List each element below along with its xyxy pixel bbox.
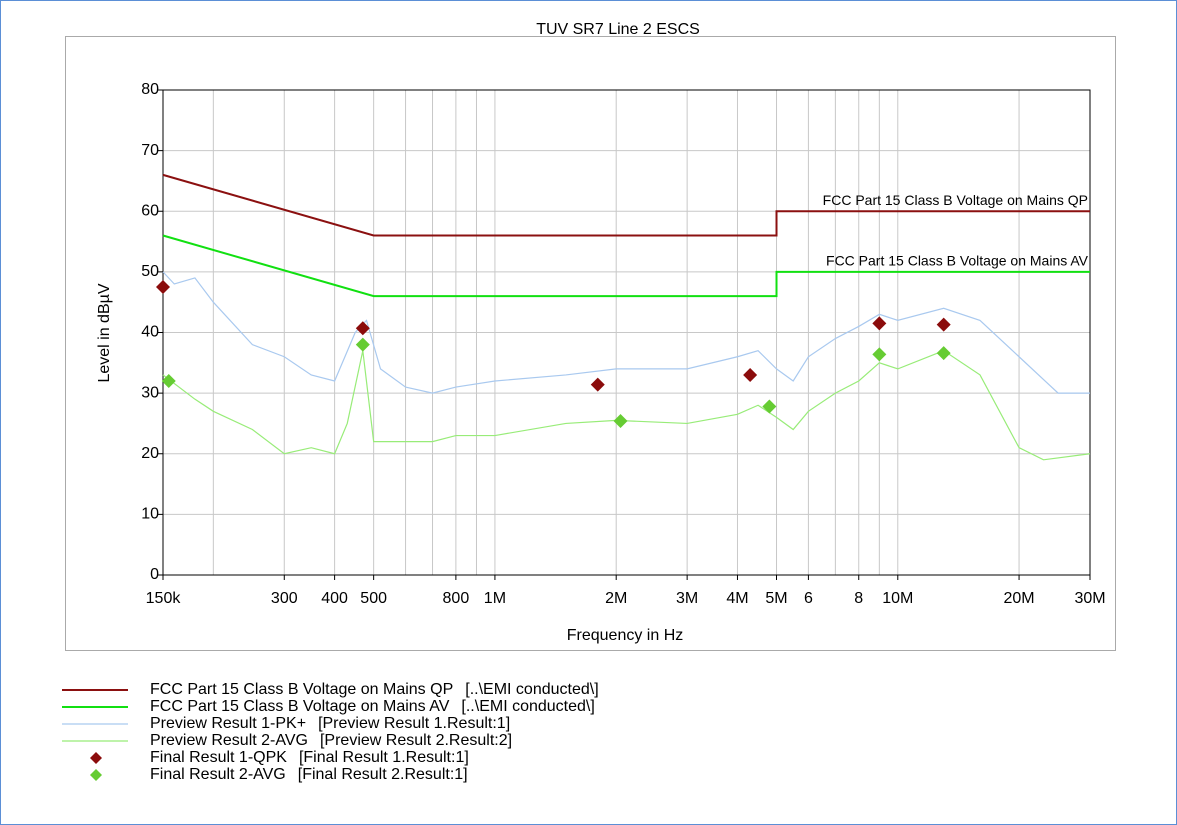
x-tick-label: 30M	[1074, 590, 1105, 607]
y-tick-label: 60	[141, 202, 159, 219]
x-tick-label: 8	[854, 590, 863, 607]
plot-frame	[162, 89, 1091, 576]
x-tick-label: 300	[271, 590, 298, 607]
chart-title: TUV SR7 Line 2 ESCS	[536, 21, 700, 38]
x-tick-label: 6	[804, 590, 813, 607]
legend-label: Preview Result 1-PK+	[150, 715, 306, 732]
y-tick-label: 40	[141, 324, 159, 341]
legend-source: [..\EMI conducted\]	[461, 698, 594, 715]
y-tick-label: 10	[141, 506, 159, 523]
legend-source: [Preview Result 1.Result:1]	[318, 715, 510, 732]
marker	[743, 367, 758, 382]
marker	[872, 316, 887, 331]
y-axis-label: Level in dBµV	[96, 283, 113, 382]
legend-marker	[90, 752, 102, 764]
marker	[936, 317, 951, 332]
x-axis-label: Frequency in Hz	[567, 627, 684, 644]
x-tick-label: 500	[360, 590, 387, 607]
x-tick-label: 1M	[484, 590, 506, 607]
y-tick-label: 20	[141, 445, 159, 462]
marker	[762, 399, 777, 414]
x-tick-label: 400	[321, 590, 348, 607]
legend-label: FCC Part 15 Class B Voltage on Mains QP	[150, 681, 453, 698]
x-tick-label: 10M	[882, 590, 913, 607]
marker	[590, 377, 605, 392]
y-tick-label: 80	[141, 81, 159, 98]
series-line	[162, 234, 1090, 298]
legend-label: Final Result 1-QPK	[150, 749, 287, 766]
x-tick-label: 150k	[146, 590, 182, 607]
series-line	[162, 271, 1090, 394]
y-tick-label: 70	[141, 142, 159, 159]
legend-source: [Final Result 2.Result:1]	[298, 766, 468, 783]
x-tick-label: 5M	[765, 590, 787, 607]
y-tick-label: 50	[141, 263, 159, 280]
marker	[161, 374, 176, 388]
legend-marker	[90, 769, 102, 781]
legend-source: [Final Result 1.Result:1]	[299, 749, 469, 766]
line-label: FCC Part 15 Class B Voltage on Mains AV	[826, 253, 1089, 269]
x-tick-label: 4M	[726, 590, 748, 607]
legend-label: Preview Result 2-AVG	[150, 732, 308, 749]
legend-label: Final Result 2-AVG	[150, 766, 286, 783]
series-line	[162, 173, 1090, 237]
x-tick-label: 3M	[676, 590, 698, 607]
marker	[355, 321, 370, 336]
y-tick-label: 30	[141, 384, 159, 401]
x-tick-label: 20M	[1003, 590, 1034, 607]
y-tick-label: 0	[150, 566, 159, 583]
legend-label: FCC Part 15 Class B Voltage on Mains AV	[150, 698, 450, 715]
marker	[613, 414, 628, 429]
x-tick-label: 800	[443, 590, 470, 607]
marker	[936, 346, 951, 361]
marker	[355, 337, 370, 352]
marker	[872, 347, 887, 362]
marker	[156, 280, 170, 295]
chart-box	[65, 36, 1116, 651]
x-tick-label: 2M	[605, 590, 627, 607]
legend-source: [..\EMI conducted\]	[465, 681, 598, 698]
legend-source: [Preview Result 2.Result:2]	[320, 732, 512, 749]
line-label: FCC Part 15 Class B Voltage on Mains QP	[823, 192, 1088, 208]
